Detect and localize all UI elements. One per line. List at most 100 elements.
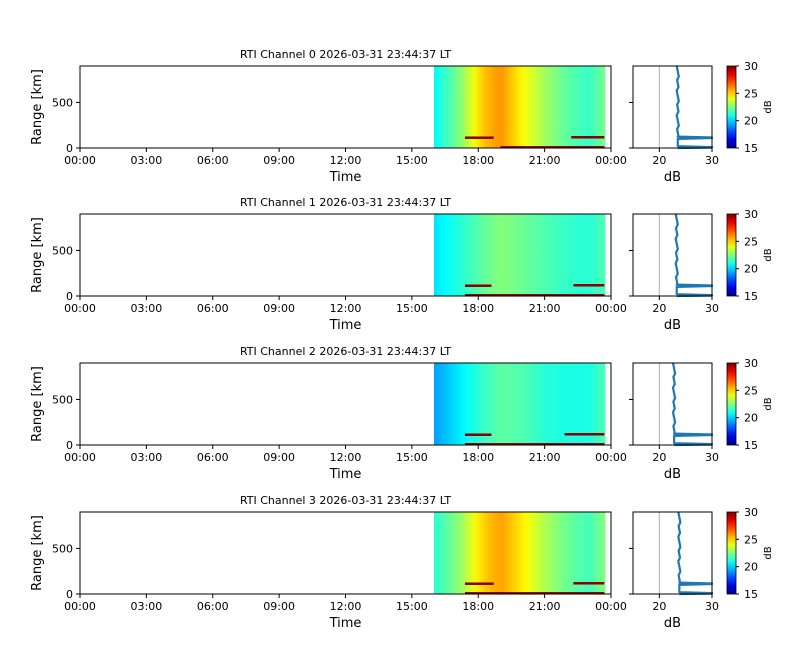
rti-panel-channel-1: RTI Channel 1 2026-03-31 23:44:37 LT 00:0… (0, 194, 800, 342)
x-tick-label: 18:00 (462, 600, 494, 613)
x-tick-label: 12:00 (330, 600, 362, 613)
x-tick-label: 00:00 (64, 154, 96, 167)
x-tick-label: 03:00 (131, 600, 163, 613)
profile-x-tick-label: 30 (705, 154, 719, 167)
rti-panel-channel-0: RTI Channel 0 2026-03-31 23:44:37 LT 00:0… (0, 46, 800, 194)
echo-band (464, 592, 605, 595)
colorbar (726, 65, 737, 149)
colorbar-tick-label: 30 (744, 60, 758, 73)
echo-band (464, 582, 494, 585)
x-axis-label: Time (329, 616, 362, 631)
heatmap-fill (434, 66, 606, 148)
x-tick-label: 18:00 (462, 451, 494, 464)
colorbar-tick-label: 15 (744, 588, 758, 601)
profile-curve (677, 511, 714, 596)
y-axis-label: Range [km] (30, 366, 45, 442)
echo-band (571, 136, 605, 139)
colorbar-label: dB (763, 546, 774, 559)
profile-x-tick-label: 30 (705, 600, 719, 613)
profile-x-tick-label: 20 (652, 451, 666, 464)
x-tick-label: 21:00 (529, 600, 561, 613)
y-tick-label: 500 (52, 393, 73, 406)
rti-chart-svg-1: RTI Channel 1 2026-03-31 23:44:37 LT 00:0… (30, 196, 774, 333)
heatmap-fill (434, 214, 606, 296)
echo-band (464, 294, 605, 297)
x-tick-label: 15:00 (396, 302, 428, 315)
x-tick-label: 21:00 (529, 302, 561, 315)
x-tick-label: 12:00 (330, 451, 362, 464)
x-tick-label: 12:00 (330, 154, 362, 167)
x-axis-label: Time (329, 318, 362, 333)
x-axis-label: Time (329, 467, 362, 482)
x-tick-label: 09:00 (263, 302, 295, 315)
colorbar-label: dB (763, 248, 774, 261)
x-tick-label: 00:00 (595, 302, 627, 315)
x-tick-label: 06:00 (197, 154, 229, 167)
x-tick-label: 18:00 (462, 154, 494, 167)
profile-curve (674, 213, 714, 298)
colorbar-tick-label: 30 (744, 357, 758, 370)
x-tick-label: 00:00 (64, 451, 96, 464)
echo-band (573, 582, 605, 585)
y-tick-label: 0 (66, 588, 73, 601)
colorbar (726, 213, 737, 297)
x-tick-label: 15:00 (396, 154, 428, 167)
y-axis-label: Range [km] (30, 515, 45, 591)
x-tick-label: 21:00 (529, 451, 561, 464)
x-tick-label: 15:00 (396, 451, 428, 464)
heatmap-fill (434, 512, 606, 594)
chart-title: RTI Channel 0 2026-03-31 23:44:37 LT (240, 48, 451, 61)
x-tick-label: 09:00 (263, 451, 295, 464)
colorbar-tick-label: 20 (744, 115, 758, 128)
colorbar-tick-label: 15 (744, 142, 758, 155)
profile-x-axis-label: dB (664, 616, 681, 631)
rti-chart-svg-2: RTI Channel 2 2026-03-31 23:44:37 LT 00:0… (30, 345, 774, 482)
profile-x-axis-label: dB (664, 318, 681, 333)
x-tick-label: 03:00 (131, 302, 163, 315)
profile-x-axis-label: dB (664, 170, 681, 185)
x-tick-label: 12:00 (330, 302, 362, 315)
x-tick-label: 00:00 (595, 600, 627, 613)
x-tick-label: 00:00 (64, 302, 96, 315)
profile-axes-frame (632, 511, 713, 595)
x-tick-label: 09:00 (263, 600, 295, 613)
x-tick-label: 15:00 (396, 600, 428, 613)
x-tick-label: 03:00 (131, 154, 163, 167)
colorbar-tick-label: 25 (744, 533, 758, 546)
y-axis-label: Range [km] (30, 217, 45, 293)
colorbar-tick-label: 20 (744, 412, 758, 425)
colorbar-tick-label: 20 (744, 561, 758, 574)
echo-band (464, 433, 492, 436)
profile-x-tick-label: 20 (652, 600, 666, 613)
profile-axes-frame (632, 213, 713, 297)
x-tick-label: 06:00 (197, 600, 229, 613)
x-tick-label: 06:00 (197, 451, 229, 464)
x-tick-label: 06:00 (197, 302, 229, 315)
x-tick-label: 00:00 (595, 451, 627, 464)
colorbar (726, 511, 737, 595)
y-tick-label: 500 (52, 96, 73, 109)
y-tick-label: 0 (66, 439, 73, 452)
echo-band (564, 433, 605, 436)
x-tick-label: 03:00 (131, 451, 163, 464)
profile-x-tick-label: 20 (652, 302, 666, 315)
colorbar-tick-label: 30 (744, 208, 758, 221)
profile-x-tick-label: 20 (652, 154, 666, 167)
rti-panel-channel-2: RTI Channel 2 2026-03-31 23:44:37 LT 00:0… (0, 343, 800, 491)
x-tick-label: 18:00 (462, 302, 494, 315)
heatmap-fill (434, 363, 606, 445)
chart-title: RTI Channel 2 2026-03-31 23:44:37 LT (240, 345, 451, 358)
y-tick-label: 500 (52, 542, 73, 555)
y-axis-label: Range [km] (30, 69, 45, 145)
chart-title: RTI Channel 1 2026-03-31 23:44:37 LT (240, 196, 451, 209)
echo-band (464, 443, 605, 446)
colorbar-tick-label: 30 (744, 506, 758, 519)
echo-band (464, 136, 494, 139)
profile-x-axis-label: dB (664, 467, 681, 482)
rti-panel-channel-3: RTI Channel 3 2026-03-31 23:44:37 LT 00:0… (0, 492, 800, 640)
chart-title: RTI Channel 3 2026-03-31 23:44:37 LT (240, 494, 451, 507)
echo-band (573, 284, 605, 287)
x-tick-label: 00:00 (595, 154, 627, 167)
echo-band (464, 284, 492, 287)
colorbar-label: dB (763, 100, 774, 113)
